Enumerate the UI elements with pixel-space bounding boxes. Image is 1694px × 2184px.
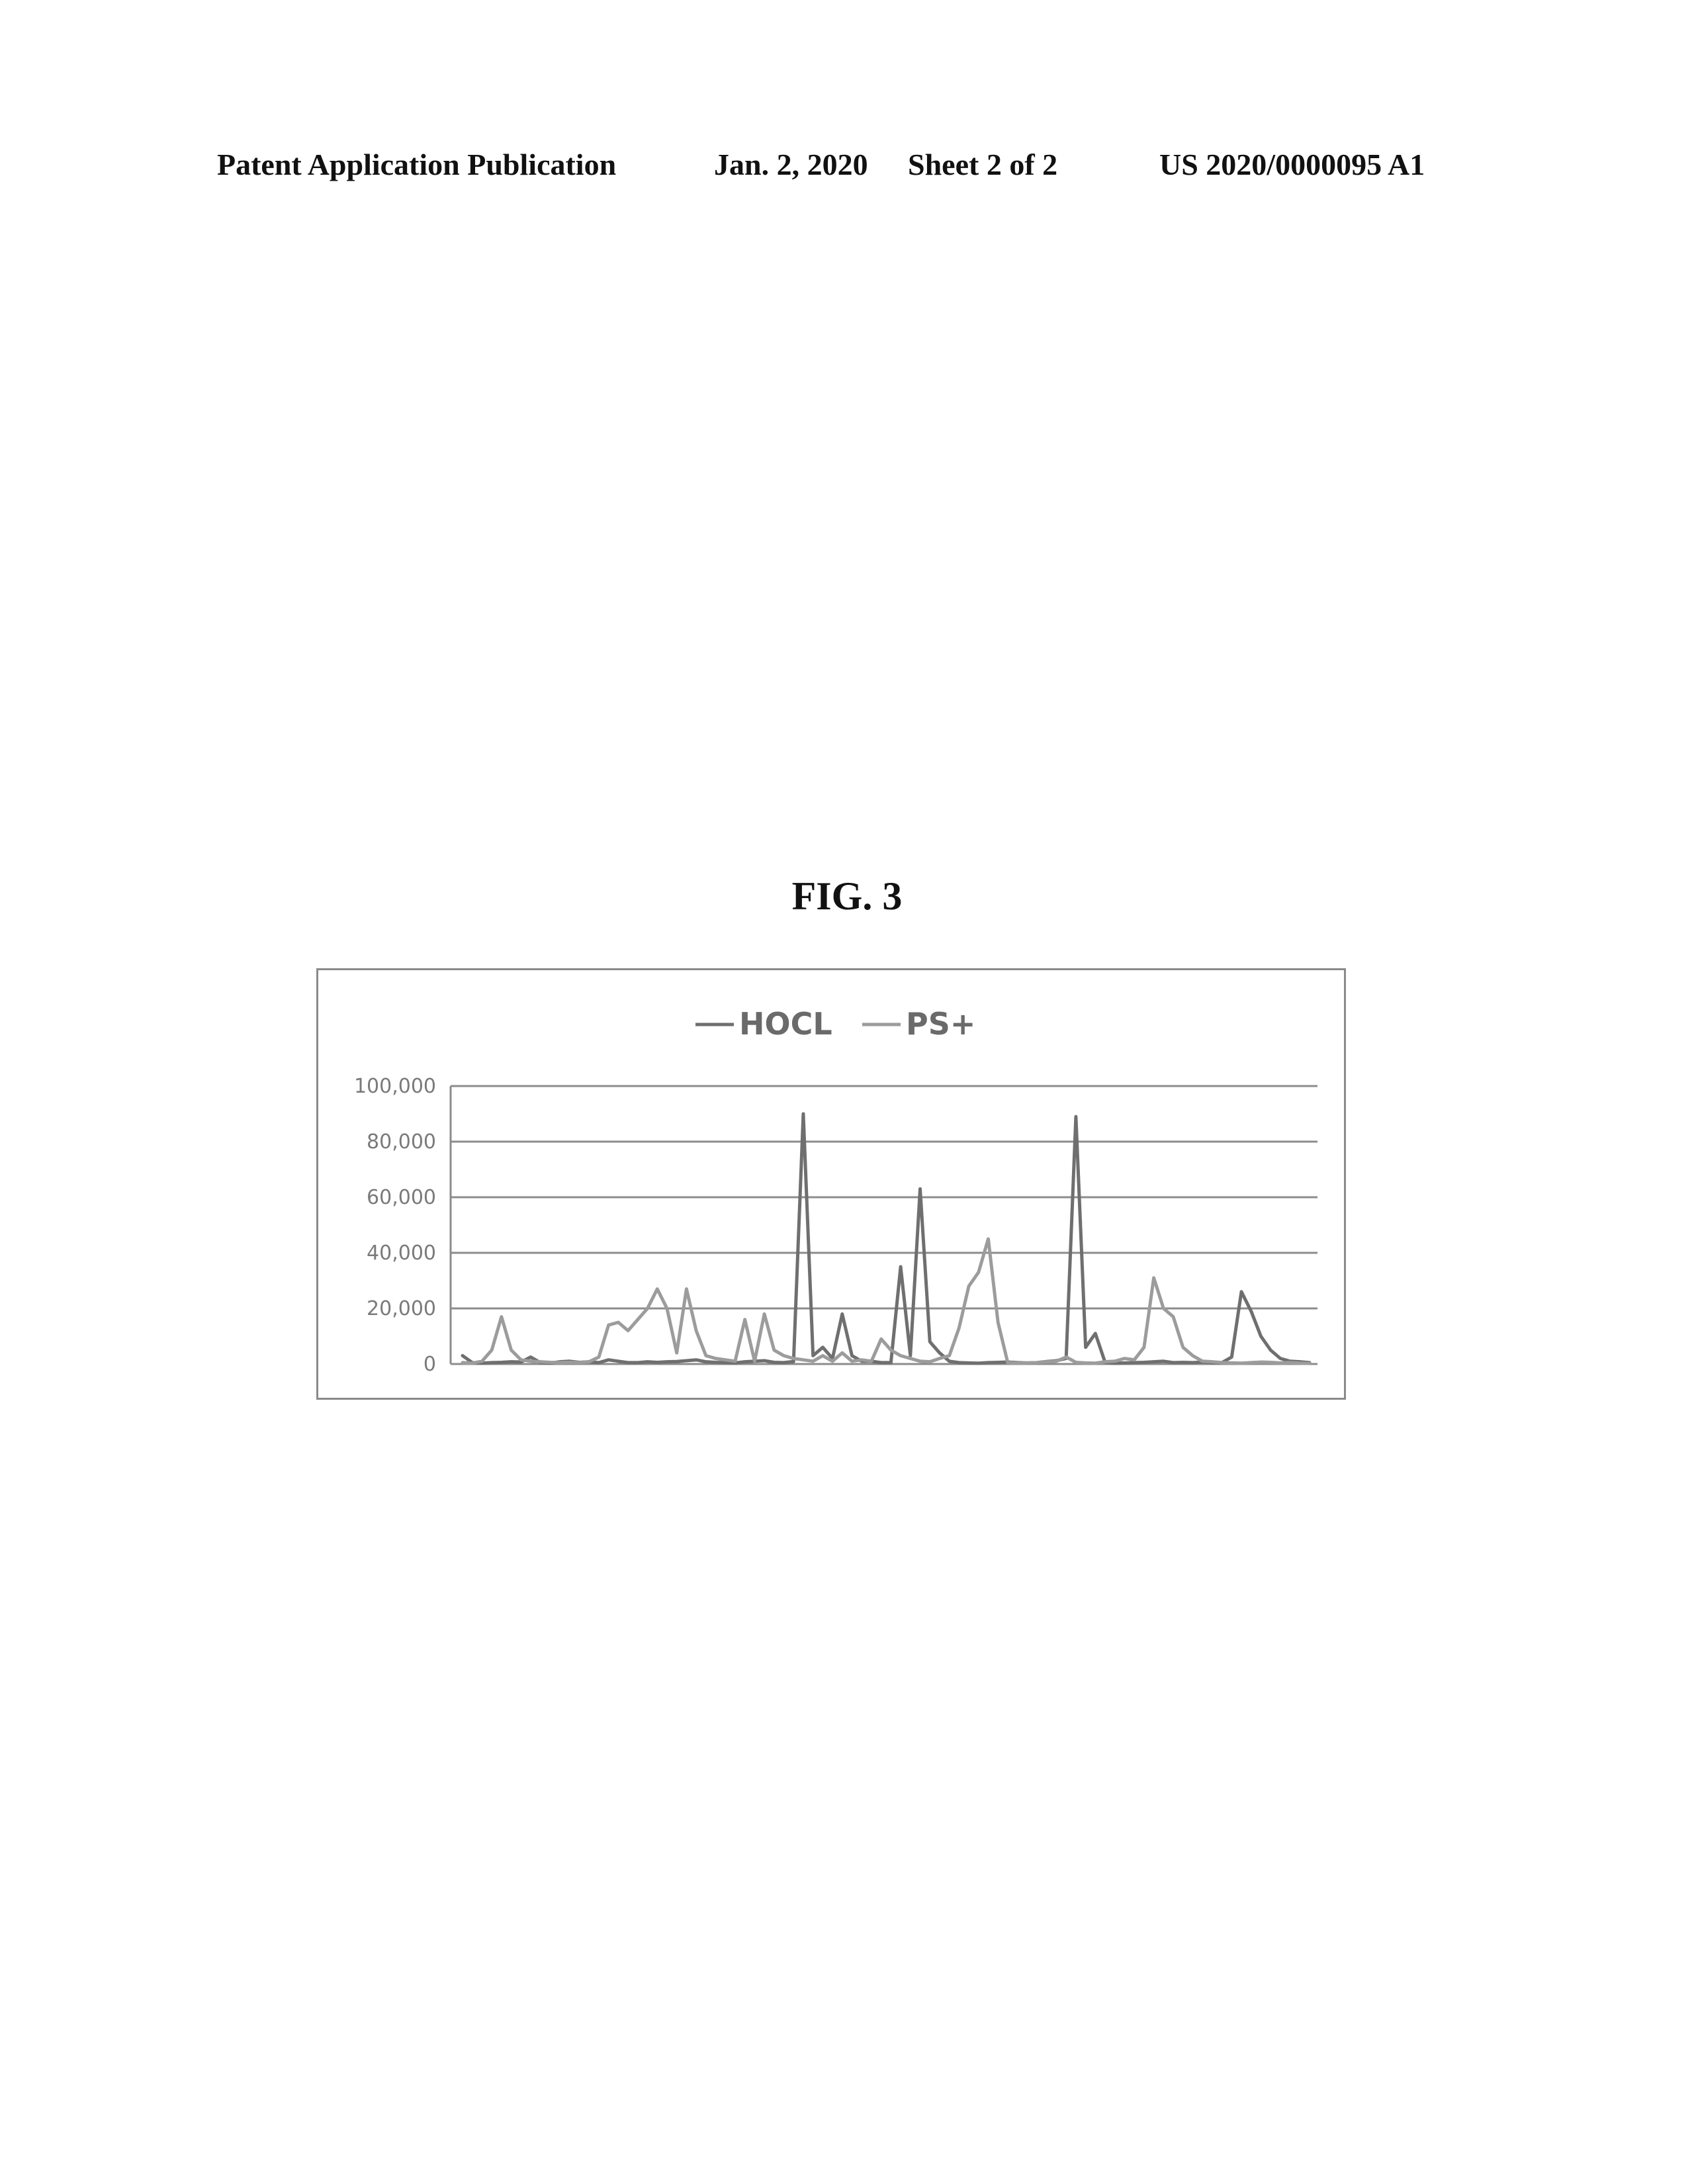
line-chart: 0 20,000 40,000 60,000 80,000 100,000 HOCL PS+	[354, 1006, 1317, 1376]
publication-date: Jan. 2, 2020	[714, 148, 868, 181]
series-line-hocl	[461, 1112, 1312, 1365]
y-tick-label: 80,000	[367, 1130, 436, 1154]
series-line-ps	[461, 1237, 1312, 1365]
publication-type: Patent Application Publication	[217, 148, 617, 181]
chart-frame: 0 20,000 40,000 60,000 80,000 100,000 HOCL PS+	[316, 968, 1346, 1400]
sheet-number: Sheet 2 of 2	[908, 148, 1058, 181]
legend-label: HOCL	[739, 1006, 832, 1042]
legend-label: PS+	[906, 1006, 975, 1042]
figure-label: FIG. 3	[791, 874, 903, 918]
y-tick-label: 20,000	[367, 1297, 436, 1320]
y-tick-label: 40,000	[367, 1242, 436, 1265]
y-tick-label: 0	[424, 1353, 436, 1376]
page-header: Patent Application Publication Jan. 2, 2…	[0, 147, 1694, 187]
y-tick-label: 60,000	[367, 1186, 436, 1209]
y-tick-label: 100,000	[354, 1075, 436, 1098]
publication-number: US 2020/0000095 A1	[1159, 148, 1425, 181]
